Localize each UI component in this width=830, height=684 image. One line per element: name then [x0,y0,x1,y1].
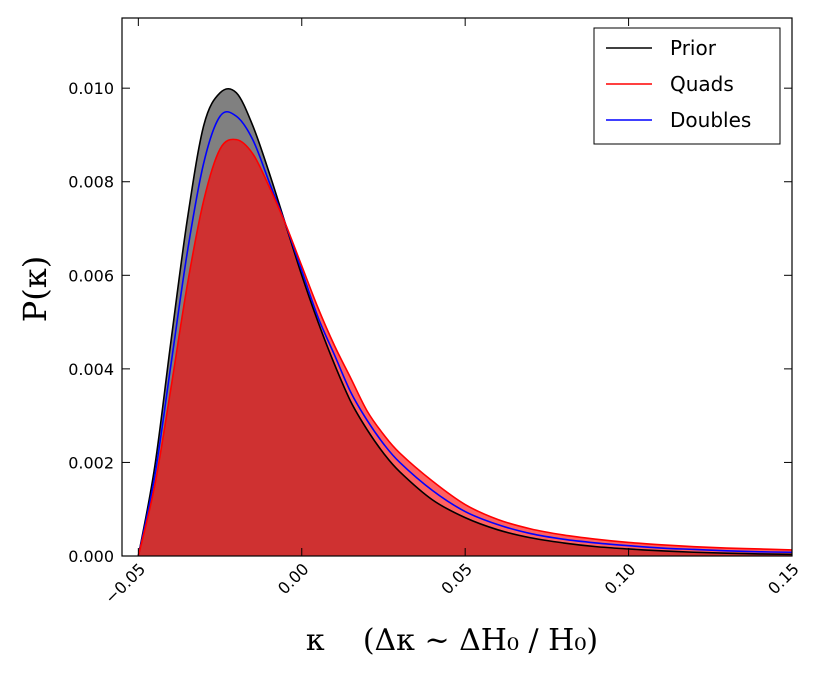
legend-label-prior: Prior [670,36,717,60]
legend: Prior Quads Doubles [593,27,781,145]
x-axis-title: κ (Δκ ~ ΔH₀ / H₀) [306,623,598,658]
prior-line [137,87,793,557]
y-tick-label: 0.000 [68,547,114,566]
x-tick-label: 0.15 [764,559,803,598]
y-tick-label: 0.008 [68,173,114,192]
quads-line [137,138,793,557]
series-fills [138,88,793,557]
y-tick-label: 0.002 [68,453,114,472]
y-tick-label: 0.010 [68,79,114,98]
plot-frame [121,17,793,557]
quads-area [138,139,793,557]
y-axis-title: P(κ) [16,256,54,323]
legend-label-quads: Quads [670,72,734,96]
x-tick-label: −0.05 [101,559,149,607]
legend-label-doubles: Doubles [670,108,751,132]
x-tick-label: 0.00 [274,559,313,598]
series-lines [137,87,793,557]
x-tick-label: 0.05 [437,559,476,598]
y-tick-label: 0.004 [68,360,114,379]
doubles-line [137,110,793,557]
y-tick-label: 0.006 [68,266,114,285]
x-tick-label: 0.10 [601,559,640,598]
